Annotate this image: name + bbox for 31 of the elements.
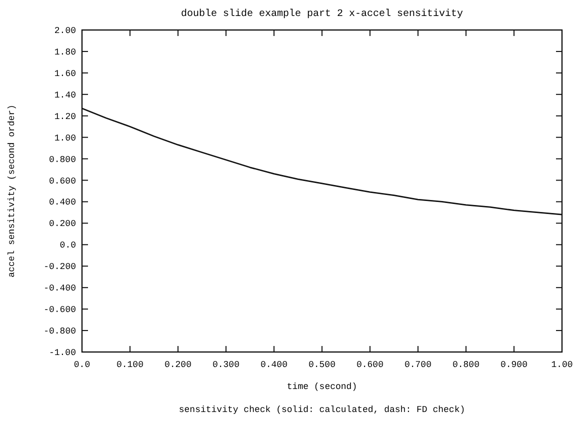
x-tick-label: 0.100 [116, 360, 144, 370]
x-tick-label: 0.600 [356, 360, 384, 370]
y-tick-label: 0.200 [48, 219, 76, 230]
x-tick-label: 0.900 [500, 360, 528, 370]
y-tick-label: 1.60 [54, 68, 76, 79]
y-tick-label: -0.400 [44, 284, 76, 294]
x-tick-label: 0.700 [404, 360, 432, 370]
y-tick-label: -0.200 [44, 262, 76, 272]
y-tick-label: -1.00 [48, 348, 76, 358]
x-tick-label: 0.300 [212, 360, 240, 370]
y-tick-label: 1.20 [54, 112, 76, 122]
text: sensitivity check (solid: calculated, dash: FD check) [178, 405, 466, 415]
y-tick-label: 1.80 [54, 47, 76, 58]
x-axis-title: time (second) [286, 382, 358, 392]
x-tick-label: 1.00 [551, 360, 573, 370]
y-tick-label: 0.800 [48, 154, 76, 165]
x-tick-label: 0.800 [452, 360, 480, 370]
chart-title: double slide example part 2 x-accel sensitivity [180, 8, 464, 20]
x-tick-label: 0.0 [74, 360, 90, 370]
x-tick-label: 0.500 [308, 360, 336, 370]
y-tick-label: 1.00 [54, 133, 76, 144]
y-tick-label: -0.600 [44, 305, 76, 316]
x-tick-label: 0.400 [260, 360, 288, 370]
y-tick-label: 2.00 [54, 26, 76, 36]
y-tick-label: 0.400 [48, 198, 76, 208]
x-tick-label: 0.200 [164, 360, 192, 370]
y-tick-label: 1.40 [54, 90, 76, 100]
y-tick-label: -0.800 [44, 326, 76, 337]
y-axis-title: accel sensitivity (second order) [7, 104, 17, 278]
y-tick-label: 0.600 [48, 176, 76, 186]
y-tick-label: 0.0 [60, 240, 76, 251]
